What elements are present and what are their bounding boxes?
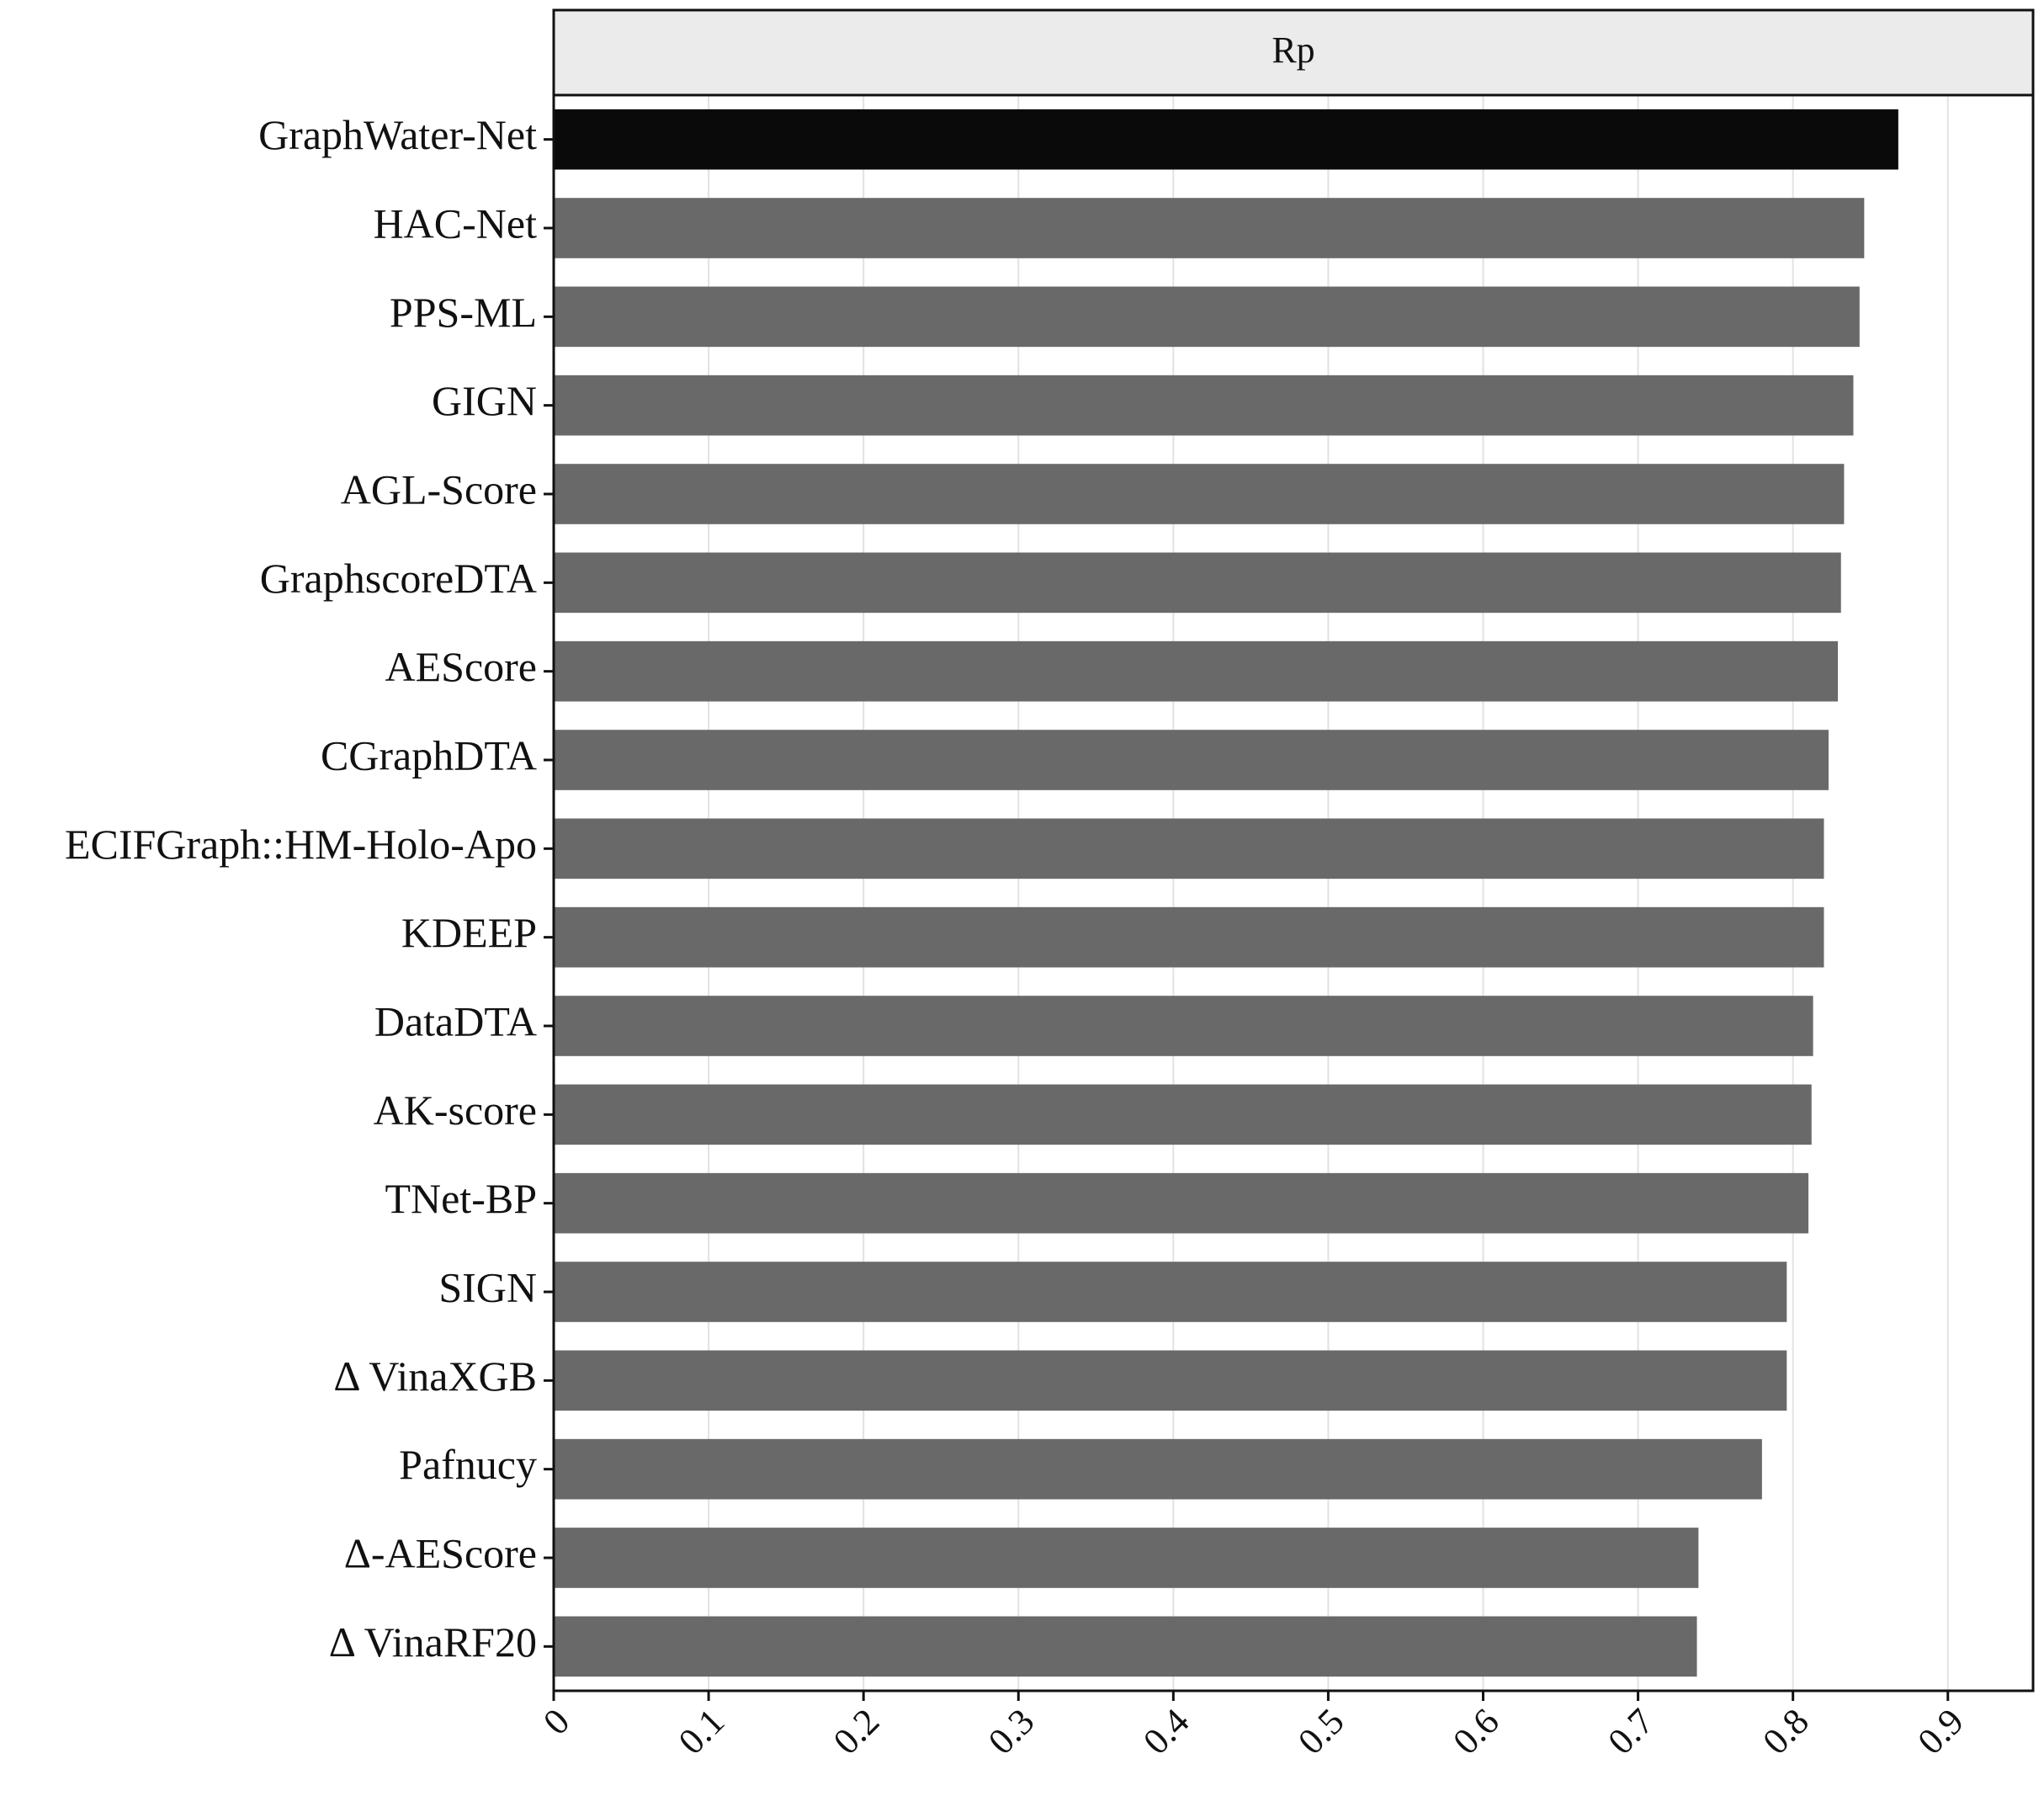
bar — [554, 286, 1860, 348]
bar — [554, 1172, 1809, 1234]
bar — [554, 996, 1813, 1056]
y-tick-label: PPS-ML — [390, 289, 537, 336]
bar — [554, 375, 1854, 436]
bar — [554, 1084, 1812, 1145]
y-tick-label: GraphscoreDTA — [260, 555, 537, 602]
y-tick-label: ECIFGraph::HM-Holo-Apo — [65, 821, 537, 868]
y-tick-label: SIGN — [438, 1263, 537, 1310]
x-tick-label: 0.1 — [671, 1701, 733, 1763]
x-tick-label: 0.2 — [826, 1701, 888, 1763]
y-tick-label: DataDTA — [374, 997, 537, 1044]
y-tick-label: HAC-Net — [374, 199, 538, 247]
bar — [554, 1438, 1762, 1500]
y-tick-label: Δ-AEScore — [344, 1529, 537, 1576]
y-tick-label: KDEEP — [401, 909, 537, 956]
bar — [554, 818, 1824, 879]
panel-border — [552, 93, 2035, 1692]
x-tick-label: 0.7 — [1600, 1701, 1662, 1763]
y-tick-label: TNet-BP — [385, 1175, 537, 1222]
x-tick-label: 0.6 — [1445, 1701, 1507, 1763]
y-tick-label: AGL-Score — [341, 465, 537, 513]
bar — [554, 1528, 1699, 1588]
bar — [554, 1262, 1787, 1322]
x-tick-label: 0 — [535, 1701, 577, 1743]
bar — [554, 640, 1839, 702]
bar — [554, 906, 1824, 968]
x-tick-label: 0.3 — [980, 1701, 1043, 1763]
x-tick-label: 0.5 — [1290, 1701, 1352, 1763]
facet-strip — [552, 8, 2035, 97]
y-tick-label: AK-score — [374, 1087, 537, 1134]
x-tick-label: 0.9 — [1909, 1701, 1972, 1763]
bar — [554, 1616, 1697, 1677]
bar — [554, 552, 1841, 614]
bar — [554, 198, 1865, 258]
y-tick-label: Pafnucy — [399, 1441, 537, 1488]
y-tick-label: Δ VinaXGB — [333, 1352, 537, 1400]
bar — [554, 109, 1898, 170]
strip-title: Rp — [1272, 29, 1314, 71]
bar — [554, 464, 1845, 524]
y-tick-label: Δ VinaRF20 — [329, 1618, 537, 1666]
y-tick-label: GraphWater-Net — [258, 111, 537, 158]
bar — [554, 1350, 1787, 1411]
bar — [554, 730, 1829, 790]
y-tick-label: GIGN — [432, 377, 537, 424]
x-tick-label: 0.4 — [1135, 1701, 1197, 1763]
y-tick-label: CGraphDTA — [321, 731, 537, 778]
x-tick-label: 0.8 — [1755, 1701, 1817, 1763]
y-tick-label: AEScore — [385, 643, 538, 690]
